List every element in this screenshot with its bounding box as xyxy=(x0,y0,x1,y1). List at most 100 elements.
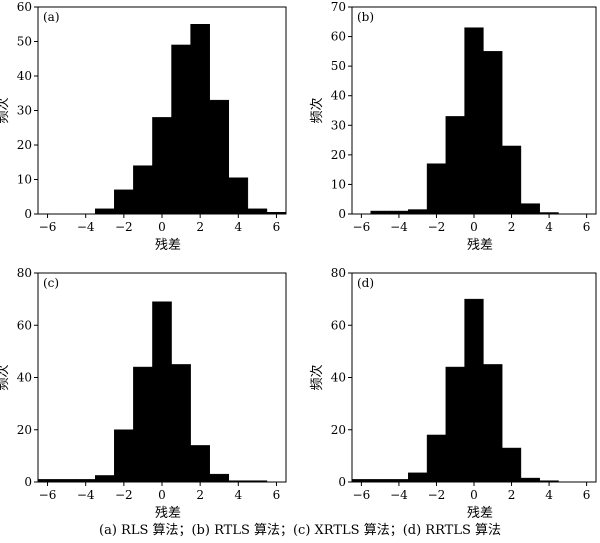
x-tick-label: 0 xyxy=(470,488,478,502)
x-axis-label: 残差 xyxy=(467,506,493,521)
histogram-bar xyxy=(114,429,134,483)
y-tick-label: 50 xyxy=(17,35,32,49)
histogram-bar xyxy=(94,208,115,215)
histogram-bar xyxy=(483,51,503,215)
x-axis-label: 残差 xyxy=(155,506,181,521)
y-axis-label: 频次 xyxy=(0,364,11,390)
histogram-bar xyxy=(483,364,503,483)
y-tick-label: 60 xyxy=(331,318,346,332)
y-tick-label: 0 xyxy=(24,475,32,489)
x-tick-label: 2 xyxy=(196,488,204,502)
y-tick-label: 10 xyxy=(331,177,346,191)
x-tick-label: 4 xyxy=(545,488,553,502)
histogram-bar xyxy=(426,163,447,215)
x-tick-label: −2 xyxy=(115,488,133,502)
histogram-bar xyxy=(426,434,447,483)
x-axis-label: 残差 xyxy=(467,238,493,253)
x-tick-label: 6 xyxy=(583,220,591,234)
y-axis-label: 频次 xyxy=(309,364,325,390)
y-tick-label: 0 xyxy=(338,207,346,221)
x-tick-label: 2 xyxy=(196,220,204,234)
x-tick-label: −6 xyxy=(353,488,371,502)
y-tick-label: 20 xyxy=(331,423,346,437)
y-axis-label: 频次 xyxy=(0,97,11,123)
y-tick-label: 80 xyxy=(17,266,32,280)
x-axis-label: 残差 xyxy=(155,238,181,253)
x-tick-label: −6 xyxy=(353,220,371,234)
x-tick-label: −2 xyxy=(115,220,133,234)
y-tick-label: 0 xyxy=(338,475,346,489)
histogram-bar xyxy=(114,189,134,215)
y-tick-label: 0 xyxy=(24,207,32,221)
x-tick-label: −4 xyxy=(390,488,408,502)
histogram-bar xyxy=(445,116,465,215)
x-tick-label: 2 xyxy=(508,488,516,502)
histogram-bar xyxy=(190,445,210,483)
y-tick-label: 70 xyxy=(331,0,346,14)
figure-caption: (a) RLS 算法；(b) RTLS 算法；(c) XRTLS 算法；(d) … xyxy=(99,523,501,538)
histogram-bar xyxy=(501,145,522,215)
x-tick-label: 4 xyxy=(234,488,242,502)
histogram-bar xyxy=(408,209,428,215)
histogram-bar xyxy=(408,472,428,483)
y-tick-label: 20 xyxy=(331,148,346,162)
histogram-bar xyxy=(209,99,230,215)
y-tick-label: 80 xyxy=(331,266,346,280)
x-tick-label: 0 xyxy=(470,220,478,234)
y-tick-label: 20 xyxy=(17,423,32,437)
x-tick-label: 6 xyxy=(273,488,281,502)
histogram-bar xyxy=(520,477,540,483)
panel-label: (c) xyxy=(43,276,59,290)
histogram-bar xyxy=(94,475,115,483)
histogram-bar xyxy=(209,473,230,483)
histogram-bar xyxy=(445,366,465,483)
y-tick-label: 30 xyxy=(331,118,346,132)
y-tick-label: 30 xyxy=(17,104,32,118)
y-axis-label: 频次 xyxy=(309,97,325,123)
histogram-bar xyxy=(228,177,249,215)
x-tick-label: −6 xyxy=(39,220,57,234)
y-tick-label: 60 xyxy=(17,318,32,332)
panel-label: (b) xyxy=(357,10,374,24)
histogram-bar xyxy=(190,24,210,215)
y-tick-label: 60 xyxy=(17,0,32,14)
histogram-bar xyxy=(520,203,540,215)
x-tick-label: 0 xyxy=(158,488,166,502)
y-tick-label: 40 xyxy=(17,371,32,385)
x-tick-label: 4 xyxy=(545,220,553,234)
x-tick-label: 4 xyxy=(234,220,242,234)
histogram-bar xyxy=(152,301,172,483)
x-tick-label: 6 xyxy=(583,488,591,502)
x-tick-label: 6 xyxy=(273,220,281,234)
histogram-bar xyxy=(133,366,153,483)
x-tick-label: −4 xyxy=(77,488,95,502)
histogram-bar xyxy=(152,117,172,215)
y-tick-label: 40 xyxy=(17,69,32,83)
x-tick-label: 0 xyxy=(158,220,166,234)
y-tick-label: 20 xyxy=(17,138,32,152)
x-tick-label: −2 xyxy=(428,220,446,234)
histogram-bar xyxy=(171,364,191,483)
histogram-bar xyxy=(247,208,268,215)
panel-label: (a) xyxy=(43,10,60,24)
x-tick-label: −2 xyxy=(428,488,446,502)
y-tick-label: 60 xyxy=(331,30,346,44)
y-tick-label: 40 xyxy=(331,89,346,103)
histogram-bar xyxy=(464,27,484,215)
y-tick-label: 50 xyxy=(331,59,346,73)
x-tick-label: −4 xyxy=(390,220,408,234)
x-tick-label: −4 xyxy=(77,220,95,234)
histogram-bar xyxy=(501,447,522,483)
x-tick-label: 2 xyxy=(508,220,516,234)
y-tick-label: 10 xyxy=(17,173,32,187)
histogram-bar xyxy=(133,165,153,215)
histogram-bar xyxy=(171,44,191,215)
x-tick-label: −6 xyxy=(39,488,57,502)
histogram-bar xyxy=(464,298,484,483)
panel-label: (d) xyxy=(357,276,374,290)
